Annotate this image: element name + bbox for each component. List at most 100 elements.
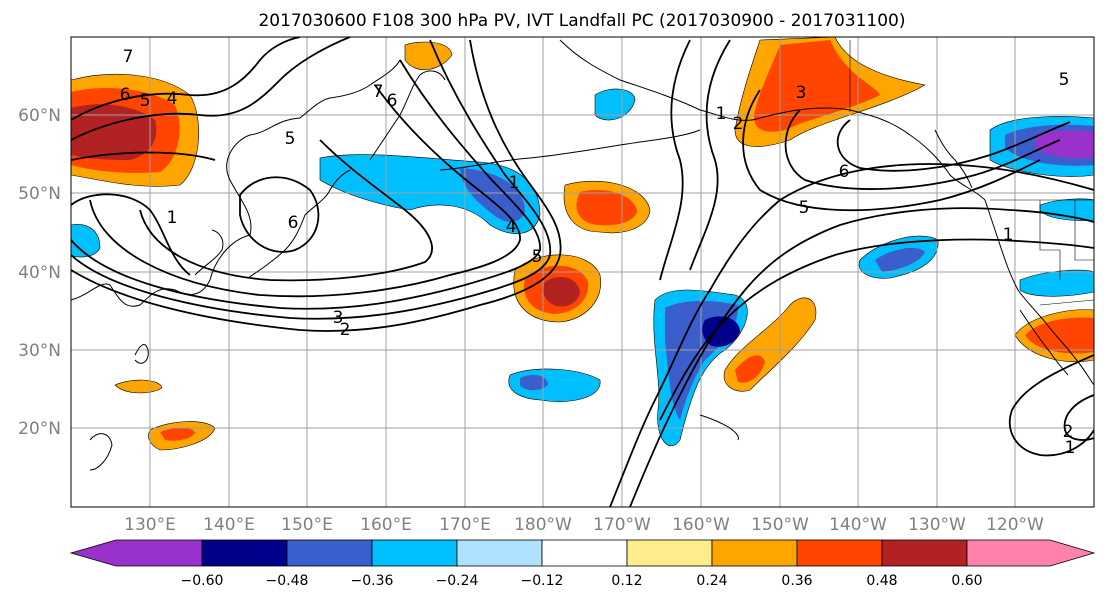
colorbar-tick-label: 0.36 xyxy=(781,573,812,589)
border-us-mexico xyxy=(1039,299,1094,306)
map-frame xyxy=(70,36,1095,508)
contour-labels: 7 6 5 4 7 6 5 5 6 1 3 2 1 5 4 1 2 3 6 5 … xyxy=(120,47,1076,458)
colorbar-segment xyxy=(371,539,458,567)
colorbar-tick-label: −0.48 xyxy=(266,573,309,589)
pv-contour-13 xyxy=(659,238,1094,421)
colorbar-tick-label: −0.60 xyxy=(181,573,224,589)
contour-label: 4 xyxy=(167,89,178,109)
anomaly-south-core xyxy=(160,427,195,441)
colorbar-segment xyxy=(626,539,713,567)
coastline-north-america-west xyxy=(984,199,1094,386)
pv-contour-19 xyxy=(1008,354,1094,457)
anomaly-central-pacific-max xyxy=(702,316,740,347)
colorbar-tick-label: 0.48 xyxy=(866,573,897,589)
contour-label: 5 xyxy=(285,129,296,149)
contour-label: 3 xyxy=(796,83,807,103)
shaded-anomaly-fields xyxy=(71,37,1094,451)
coastline-aleutians xyxy=(439,129,701,171)
lat-label: 40°N xyxy=(18,263,61,283)
pv-contour-18 xyxy=(836,119,1071,172)
contour-label: 7 xyxy=(373,82,384,102)
contour-label: 1 xyxy=(1065,438,1076,458)
colorbar-segment xyxy=(966,539,1096,567)
contour-label: 5 xyxy=(532,247,543,267)
pv-contour-8 xyxy=(71,37,351,141)
pv-contour-14 xyxy=(659,39,691,281)
colorbar-tick-label: −0.36 xyxy=(351,573,394,589)
lon-label: 180°W xyxy=(514,515,572,535)
anomaly-small-negative-1 xyxy=(594,88,636,121)
pv-contour-17 xyxy=(784,109,1061,190)
lon-label: 170°W xyxy=(593,515,651,535)
anomaly-small-negative-2-core xyxy=(520,374,548,391)
colorbar-tick-label: 0.12 xyxy=(611,573,642,589)
pv-contour-7 xyxy=(239,176,320,253)
colorbar-segment xyxy=(796,539,883,567)
lon-label: 140°W xyxy=(829,515,887,535)
contour-label: 6 xyxy=(839,162,850,182)
colorbar-segment xyxy=(541,539,628,567)
coastline-asia xyxy=(71,59,401,307)
lat-label: 50°N xyxy=(18,184,61,204)
colorbar-tick-label: 0.24 xyxy=(696,573,727,589)
figure-title: 2017030600 F108 300 hPa PV, IVT Landfall… xyxy=(258,11,905,31)
contour-label: 5 xyxy=(140,91,151,111)
coastline-japan xyxy=(247,169,351,279)
anomaly-small-negative-3-core xyxy=(875,247,925,272)
contour-label: 5 xyxy=(799,198,810,218)
anomaly-canada-negative-max xyxy=(1035,130,1094,159)
contour-label: 6 xyxy=(120,85,131,105)
lon-label: 160°E xyxy=(360,515,412,535)
contour-label: 1 xyxy=(167,208,178,228)
contour-label: 1 xyxy=(509,173,520,193)
latitude-labels: 60°N 50°N 40°N 30°N 20°N xyxy=(18,106,61,439)
anomaly-jet-exit-max xyxy=(543,277,580,307)
lat-label: 20°N xyxy=(18,419,61,439)
pv-contour-16 xyxy=(742,89,1041,212)
pv-contour-4 xyxy=(89,84,521,298)
colorbar xyxy=(69,539,1096,567)
contour-label: 4 xyxy=(506,217,517,237)
contour-label: 7 xyxy=(123,47,134,67)
lon-label: 130°E xyxy=(124,515,176,535)
longitude-labels: 130°E 140°E 150°E 160°E 170°E 180°W 170°… xyxy=(124,515,1044,535)
colorbar-segment xyxy=(456,539,543,567)
lon-label: 170°E xyxy=(439,515,491,535)
pv-contour-2 xyxy=(71,39,552,320)
anomaly-east-pacific-core xyxy=(735,355,765,383)
anomaly-baja-core xyxy=(1025,317,1094,354)
pv-contour-15 xyxy=(689,39,731,271)
lon-label: 160°W xyxy=(672,515,730,535)
contour-label: 6 xyxy=(387,91,398,111)
lon-label: 150°W xyxy=(751,515,809,535)
colorbar-segment xyxy=(881,539,968,567)
anomaly-gulf-alaska-core xyxy=(754,40,880,132)
colorbar-tick-label: 0.60 xyxy=(951,573,982,589)
pv-contour-1 xyxy=(71,39,562,332)
contour-label: 1 xyxy=(1003,225,1014,245)
pv-contour-10 xyxy=(71,151,216,161)
contour-label: 6 xyxy=(288,213,299,233)
lon-label: 120°W xyxy=(986,515,1044,535)
pv-contour-12 xyxy=(629,207,1094,507)
contour-label: 3 xyxy=(333,308,344,328)
pv-contour-9 xyxy=(71,37,301,121)
contour-label: 2 xyxy=(733,114,744,134)
lon-label: 150°E xyxy=(281,515,333,535)
lat-label: 60°N xyxy=(18,106,61,126)
coastline-canada-islands xyxy=(934,129,973,189)
pv-contour-20 xyxy=(1063,394,1094,441)
coastline-hawaii xyxy=(699,414,739,441)
pv-contour-11 xyxy=(609,163,1094,507)
border-us-states xyxy=(1039,200,1094,280)
anomaly-small-negative-5 xyxy=(71,224,101,258)
colorbar-tick-labels: −0.60 −0.48 −0.36 −0.24 −0.12 0.12 0.24 … xyxy=(181,573,983,589)
anomaly-nw-pacific-core xyxy=(460,168,525,223)
colorbar-segment xyxy=(286,539,373,567)
anomaly-small-negative-4 xyxy=(1019,269,1094,297)
lat-label: 30°N xyxy=(18,341,61,361)
lon-label: 130°W xyxy=(908,515,966,535)
pv-contour-5 xyxy=(139,139,433,282)
contour-label: 2 xyxy=(340,320,351,340)
pv-contours xyxy=(71,37,1094,507)
